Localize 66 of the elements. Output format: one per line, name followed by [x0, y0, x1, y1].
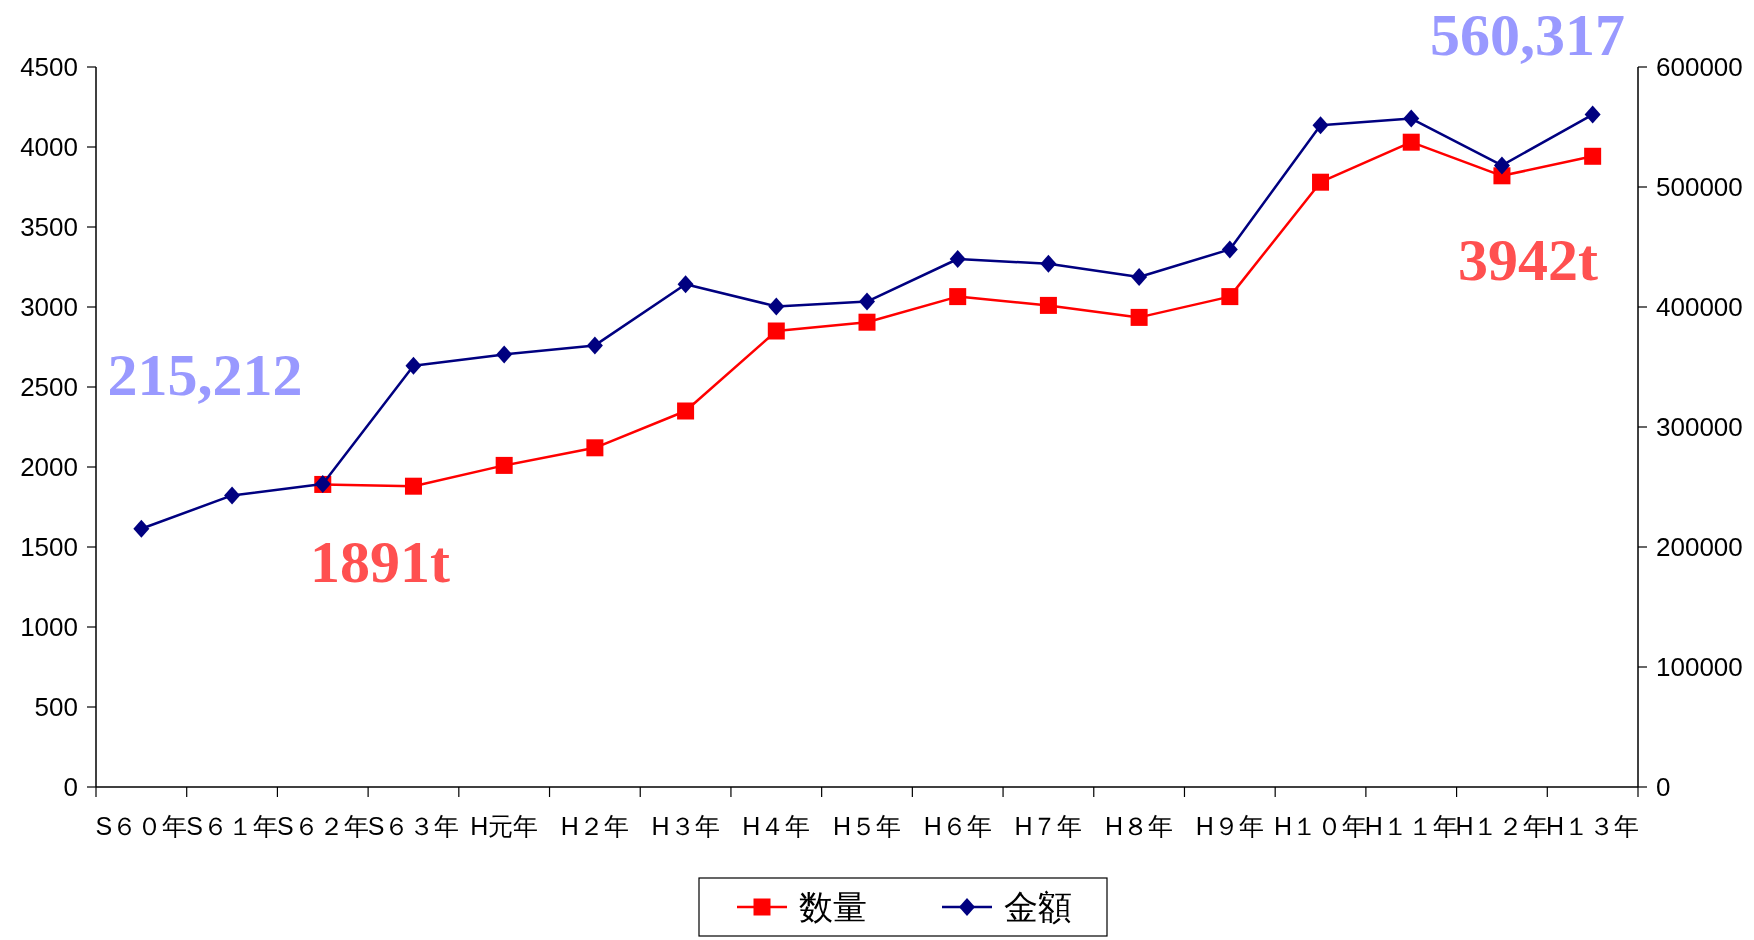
y-tick-label: 4500: [20, 52, 78, 82]
point: [1039, 296, 1057, 314]
point: [1312, 173, 1330, 191]
x-tick-label: H９年: [1195, 812, 1264, 840]
point: [767, 322, 785, 340]
y2-tick-label: 600000: [1656, 52, 1743, 82]
y2-tick-label: 100000: [1656, 652, 1743, 682]
point: [1131, 268, 1148, 286]
point: [1403, 109, 1420, 128]
x-tick-label: H３年: [651, 812, 720, 840]
x-tick-label: H７年: [1014, 812, 1083, 840]
x-tick-label: H５年: [832, 812, 902, 840]
y2-tick-label: 0: [1656, 772, 1671, 802]
point: [1402, 133, 1420, 151]
point: [858, 313, 876, 331]
y-tick-label: 0: [63, 772, 78, 802]
annotation: 215,212: [107, 342, 303, 408]
point: [133, 519, 150, 538]
y-tick-label: 1500: [20, 532, 78, 562]
point: [1584, 147, 1602, 165]
x-tick-label: H１３年: [1546, 812, 1640, 840]
point: [1584, 105, 1601, 124]
y-tick-label: 3500: [20, 212, 78, 242]
y2-tick-label: 300000: [1656, 412, 1743, 442]
y-tick-label: 500: [34, 692, 78, 722]
x-tick-label: H２年: [560, 812, 629, 840]
y2-tick-label: 400000: [1656, 292, 1743, 322]
point: [949, 288, 967, 306]
point: [224, 486, 241, 505]
point: [586, 336, 603, 355]
annotation: 3942t: [1458, 227, 1599, 293]
x-tick-label: S６３年: [367, 812, 460, 840]
point: [1312, 116, 1329, 135]
y-tick-label: 1000: [20, 612, 78, 642]
x-tick-label: S６１年: [186, 812, 278, 840]
point: [405, 356, 422, 375]
point: [1130, 308, 1148, 326]
y2-tick-label: 200000: [1656, 532, 1743, 562]
y-tick-label: 3000: [20, 292, 78, 322]
point: [1221, 240, 1238, 259]
point: [677, 402, 695, 420]
point: [1221, 288, 1239, 306]
point: [1493, 156, 1510, 175]
y2-tick-label: 500000: [1656, 172, 1743, 202]
x-tick-label: S６２年: [276, 812, 369, 840]
point: [496, 345, 513, 364]
y-tick-label: 2000: [20, 452, 78, 482]
x-tick-label: H元年: [470, 812, 539, 840]
x-tick-label: H８年: [1105, 812, 1174, 840]
y-tick-label: 4000: [20, 132, 78, 162]
point: [677, 275, 694, 294]
point: [495, 456, 513, 474]
y-tick-label: 2500: [20, 372, 78, 402]
point: [949, 250, 966, 268]
legend-label: 数量: [799, 888, 867, 926]
legend-label: 金額: [1004, 888, 1072, 926]
point: [1040, 254, 1057, 273]
point: [586, 439, 604, 457]
annotation: 1891t: [310, 529, 451, 595]
point: [768, 297, 785, 316]
x-tick-label: S６０年: [95, 812, 188, 840]
annotation: 560,317: [1430, 2, 1625, 68]
point: [859, 292, 875, 311]
point: [404, 477, 422, 495]
x-tick-label: H６年: [923, 812, 992, 840]
x-tick-label: H４年: [742, 812, 811, 840]
